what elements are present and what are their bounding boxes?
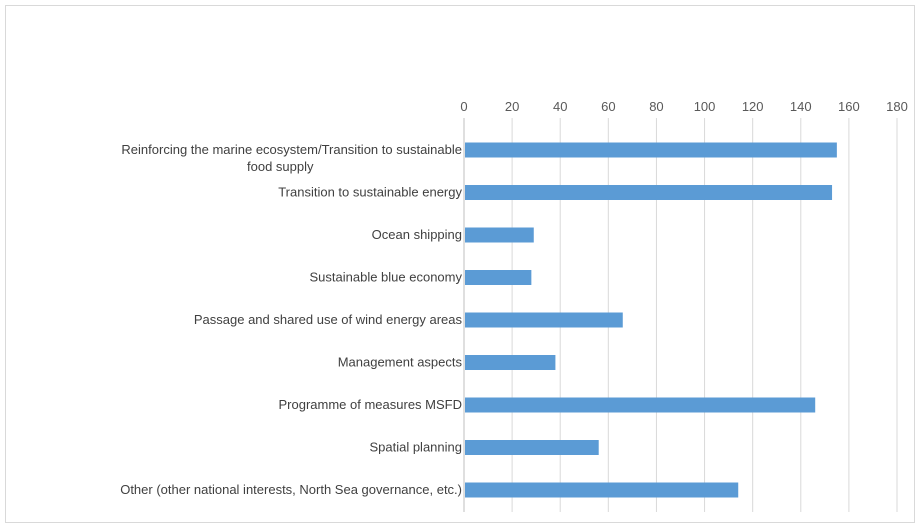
x-tick-label-140: 140 xyxy=(790,99,812,114)
bar-5 xyxy=(465,312,623,328)
category-label-6: Management aspects xyxy=(338,355,463,370)
bar-9 xyxy=(465,482,739,498)
category-label-9: Other (other national interests, North S… xyxy=(120,482,462,497)
bar-1 xyxy=(465,142,837,158)
x-tick-label-160: 160 xyxy=(838,99,860,114)
category-label-3: Ocean shipping xyxy=(372,227,462,242)
x-tick-label-20: 20 xyxy=(505,99,519,114)
category-label-8: Spatial planning xyxy=(369,440,462,455)
category-label-1-line-2: food supply xyxy=(247,159,314,174)
x-tick-label-100: 100 xyxy=(694,99,716,114)
bar-7 xyxy=(465,397,816,413)
category-label-7: Programme of measures MSFD xyxy=(279,397,463,412)
x-tick-label-120: 120 xyxy=(742,99,764,114)
bar-3 xyxy=(465,227,534,243)
bar-8 xyxy=(465,440,599,455)
x-tick-label-80: 80 xyxy=(649,99,663,114)
x-tick-label-0: 0 xyxy=(460,99,467,114)
bar-2 xyxy=(465,185,833,200)
bar-4 xyxy=(465,270,532,285)
category-label-1-line-1: Reinforcing the marine ecosystem/Transit… xyxy=(121,142,462,157)
category-label-2: Transition to sustainable energy xyxy=(278,185,462,200)
category-label-4: Sustainable blue economy xyxy=(310,270,463,285)
x-tick-label-180: 180 xyxy=(886,99,908,114)
bar-6 xyxy=(465,355,556,370)
category-label-5: Passage and shared use of wind energy ar… xyxy=(194,312,463,327)
x-tick-label-60: 60 xyxy=(601,99,615,114)
chart-frame xyxy=(5,5,915,523)
x-tick-label-40: 40 xyxy=(553,99,567,114)
